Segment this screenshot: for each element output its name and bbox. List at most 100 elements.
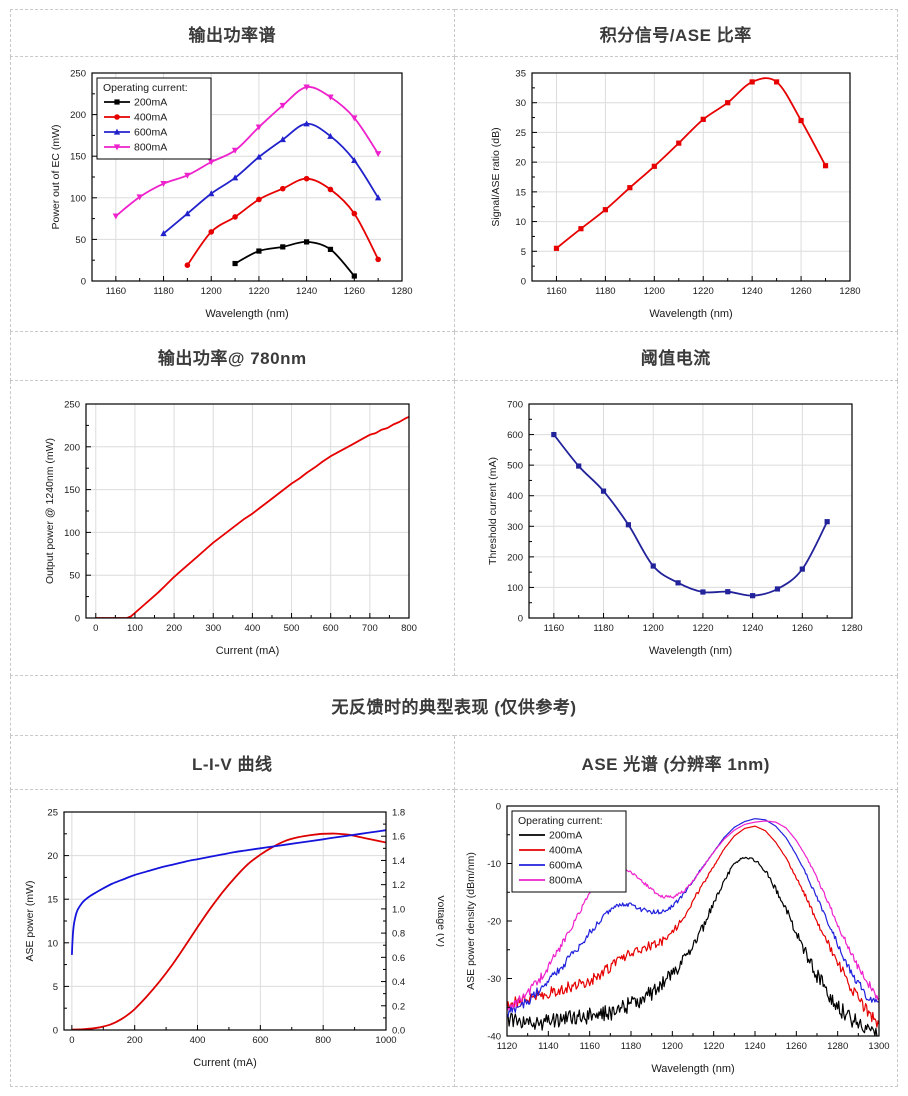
svg-text:200: 200 [507, 552, 523, 563]
svg-text:800mA: 800mA [549, 875, 582, 887]
svg-text:0: 0 [520, 277, 525, 288]
output-power-spectrum-figure: 1160 1180 1200 1220 1240 1260 1280 0 50 100 150 200… [50, 69, 413, 321]
svg-text:1180: 1180 [594, 623, 614, 634]
svg-text:600mA: 600mA [134, 127, 167, 139]
panel-title-text: 积分信号/ASE 比率 [599, 25, 752, 45]
svg-text:Operating current:: Operating current: [518, 815, 603, 827]
svg-text:600mA: 600mA [549, 860, 582, 872]
svg-text:1260: 1260 [344, 286, 365, 297]
section-banner: 无反馈时的典型表现 (仅供参考) [10, 675, 898, 736]
svg-text:1160: 1160 [106, 286, 126, 297]
svg-text:600: 600 [323, 623, 339, 634]
svg-text:250: 250 [64, 400, 80, 411]
title-row-1: 输出功率谱 积分信号/ASE 比率 [10, 9, 898, 57]
svg-text:ASE power density (dBm/nm): ASE power density (dBm/nm) [465, 852, 477, 990]
panel-title-text: 输出功率谱 [188, 25, 276, 45]
panel-title-text: ASE 光谱 (分辨率 1nm) [581, 755, 770, 774]
output-power-spectrum-chart: 1160 1180 1200 1220 1240 1260 1280 0 50 100 150 200… [11, 63, 454, 325]
svg-text:200mA: 200mA [134, 97, 167, 109]
panel-title-liv-curves: L-I-V 曲线 [10, 735, 455, 790]
svg-text:400: 400 [244, 623, 260, 634]
svg-text:300: 300 [507, 522, 523, 533]
svg-text:Current (mA): Current (mA) [215, 645, 279, 657]
chart-cell-liv-curves: 0 200 400 600 800 1000 0 5 10 15 20 25 0.0 0.2 0.4 0.6 0… [10, 789, 455, 1087]
svg-text:Operating current:: Operating current: [103, 82, 188, 94]
svg-text:100: 100 [507, 583, 523, 594]
signal-ase-ratio-chart: 1160 1180 1200 1220 1240 1260 1280 0 5 10 15 20 25 30… [455, 63, 898, 325]
svg-text:400mA: 400mA [134, 112, 167, 124]
svg-text:30: 30 [515, 98, 526, 109]
chart-row-2: 0 100 200 300 400 500 600 700 800 0 50 100 150 200 250… [10, 380, 898, 676]
svg-text:150: 150 [70, 152, 86, 163]
svg-text:1160: 1160 [546, 286, 566, 297]
svg-text:15: 15 [515, 187, 526, 198]
liv-curves-chart: 0 200 400 600 800 1000 0 5 10 15 20 25 0.0 0.2 0.4 0.6 0… [11, 802, 454, 1074]
svg-text:0: 0 [74, 614, 79, 625]
svg-text:1280: 1280 [839, 286, 860, 297]
svg-text:Signal/ASE ratio (dB): Signal/ASE ratio (dB) [490, 127, 502, 226]
svg-text:-10: -10 [487, 859, 501, 870]
svg-text:1260: 1260 [790, 286, 811, 297]
svg-text:-20: -20 [487, 917, 501, 928]
svg-text:100: 100 [64, 528, 80, 539]
svg-text:-40: -40 [487, 1032, 501, 1043]
svg-text:1280: 1280 [842, 623, 863, 634]
svg-text:100: 100 [70, 193, 86, 204]
svg-text:15: 15 [48, 895, 59, 906]
svg-text:1200: 1200 [201, 286, 222, 297]
panel-title-output-power-vs-current: 输出功率@ 780nm [10, 331, 455, 381]
panel-grid: 输出功率谱 积分信号/ASE 比率 1160 1180 1200 1220 1240 12… [10, 9, 898, 1087]
svg-text:0: 0 [93, 623, 98, 634]
svg-text:-30: -30 [487, 974, 501, 985]
svg-text:Wavelength (nm): Wavelength (nm) [649, 645, 732, 657]
svg-text:400mA: 400mA [549, 845, 582, 857]
svg-text:Power out of EC (mW): Power out of EC (mW) [50, 124, 62, 229]
chart-cell-output-power-vs-current: 0 100 200 300 400 500 600 700 800 0 50 100 150 200 250… [10, 380, 455, 676]
liv-curves-figure: 0 200 400 600 800 1000 0 5 10 15 20 25 0.0 0.2 0.4 0.6 0… [24, 808, 444, 1070]
svg-text:Output power @ 1240nm (mW): Output power @ 1240nm (mW) [44, 438, 56, 584]
svg-text:Threshold current (mA): Threshold current (mA) [487, 457, 499, 565]
svg-text:25: 25 [515, 128, 526, 139]
svg-text:500: 500 [283, 623, 299, 634]
svg-text:150: 150 [64, 485, 80, 496]
svg-text:1.0: 1.0 [392, 904, 405, 915]
ase-spectrum-chart: 1120 1140 1160 1180 1200 1220 1240 1260 1280 1300… [455, 796, 898, 1080]
svg-text:1280: 1280 [827, 1041, 848, 1052]
svg-text:700: 700 [362, 623, 378, 634]
svg-text:1.6: 1.6 [392, 832, 405, 843]
threshold-current-figure: 1160 1180 1200 1220 1240 1260 1280 0 100 200 300 40… [487, 400, 863, 658]
panel-title-threshold-current: 阈值电流 [453, 331, 898, 381]
svg-text:100: 100 [127, 623, 143, 634]
svg-text:1240: 1240 [741, 286, 762, 297]
svg-text:250: 250 [70, 69, 86, 80]
svg-text:1220: 1220 [692, 286, 713, 297]
svg-text:1.8: 1.8 [392, 808, 405, 819]
svg-text:20: 20 [48, 851, 59, 862]
svg-text:35: 35 [515, 69, 526, 80]
svg-text:ASE power (mW): ASE power (mW) [24, 880, 36, 961]
svg-text:25: 25 [48, 808, 59, 819]
panel-title-output-power-spectrum: 输出功率谱 [10, 9, 455, 57]
panel-title-text: 阈值电流 [640, 348, 711, 368]
svg-text:1220: 1220 [693, 623, 714, 634]
svg-text:1180: 1180 [621, 1041, 641, 1052]
svg-text:700: 700 [507, 400, 523, 411]
section-banner-text: 无反馈时的典型表现 (仅供参考) [331, 698, 577, 717]
svg-text:50: 50 [69, 571, 80, 582]
svg-text:400: 400 [190, 1035, 206, 1046]
svg-text:10: 10 [48, 938, 59, 949]
svg-text:1300: 1300 [868, 1041, 889, 1052]
svg-text:Wavelength (nm): Wavelength (nm) [649, 308, 732, 320]
svg-text:1.4: 1.4 [392, 856, 405, 867]
svg-text:300: 300 [205, 623, 221, 634]
svg-text:50: 50 [76, 235, 87, 246]
svg-text:0: 0 [81, 277, 86, 288]
svg-text:1200: 1200 [662, 1041, 683, 1052]
chart-cell-output-power-spectrum: 1160 1180 1200 1220 1240 1260 1280 0 50 100 150 200… [10, 56, 455, 332]
chart-cell-threshold-current: 1160 1180 1200 1220 1240 1260 1280 0 100 200 300 40… [453, 380, 898, 676]
svg-text:1140: 1140 [538, 1041, 558, 1052]
svg-text:Voltage (V): Voltage (V) [435, 895, 444, 947]
svg-text:1180: 1180 [154, 286, 174, 297]
svg-text:Current (mA): Current (mA) [193, 1057, 257, 1069]
